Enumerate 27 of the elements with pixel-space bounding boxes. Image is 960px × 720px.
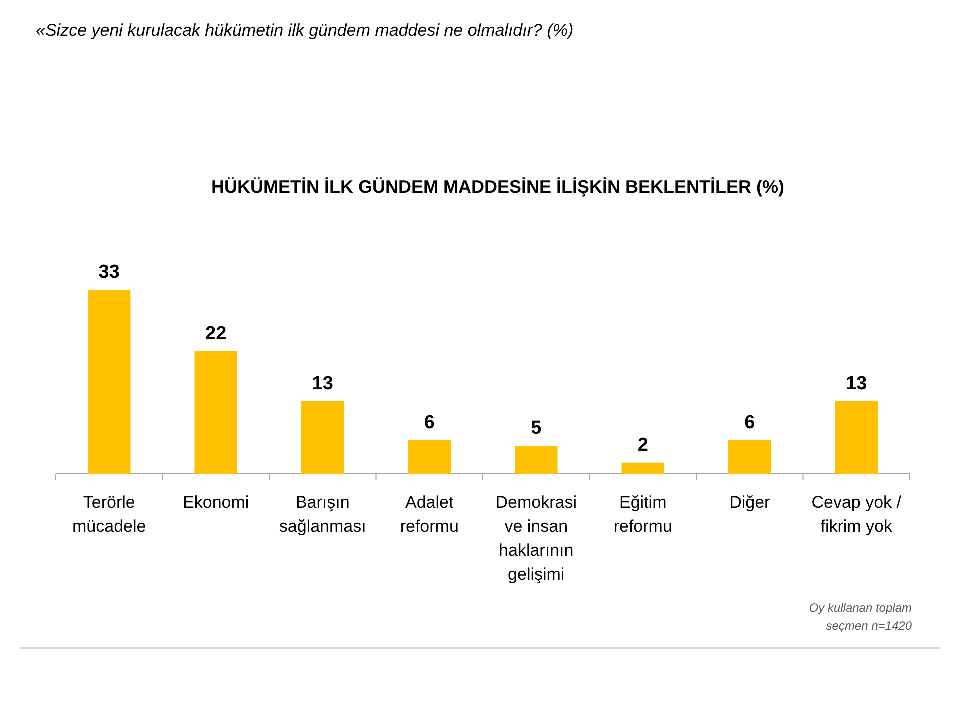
data-label: 5 xyxy=(531,418,542,440)
chart-title: HÜKÜMETİN İLK GÜNDEM MADDESİNE İLİŞKİN BEKLENTİLER (%) xyxy=(212,177,784,197)
x-tick-label: Diğer xyxy=(730,493,771,512)
data-label: 22 xyxy=(206,323,227,344)
text: Oy kullanan toplam seçmen n=1420 xyxy=(809,601,912,633)
x-tick-label: Terörle mücadele xyxy=(72,493,146,536)
x-tick-label: Ekonomi xyxy=(183,493,250,512)
bar xyxy=(408,440,451,474)
bar xyxy=(194,351,238,474)
data-label: 2 xyxy=(638,434,648,456)
x-tick-label: Eğitim reformu xyxy=(614,493,672,536)
data-label: 13 xyxy=(846,374,868,395)
x-tick-label: Adalet reformu xyxy=(400,493,459,536)
x-tick-label: Barışın sağlanması xyxy=(279,493,366,536)
data-label: 13 xyxy=(312,374,334,395)
chart-subtitle: «Sizce yeni kurulacak hükümetin ilk gündem maddesi ne olmalıdır? (%) xyxy=(36,21,574,40)
data-label: 33 xyxy=(98,262,120,283)
x-tick-label: Demokrasi ve insan haklarının gelişimi xyxy=(496,493,577,584)
data-label: 6 xyxy=(744,412,756,434)
x-tick-label: Cevap yok / fikrim yok xyxy=(812,493,902,536)
data-label: 6 xyxy=(424,412,435,434)
bar xyxy=(728,440,772,474)
bar xyxy=(88,290,131,474)
bar xyxy=(835,402,878,474)
bar xyxy=(515,446,558,474)
bar xyxy=(302,402,344,474)
bar xyxy=(622,462,664,474)
